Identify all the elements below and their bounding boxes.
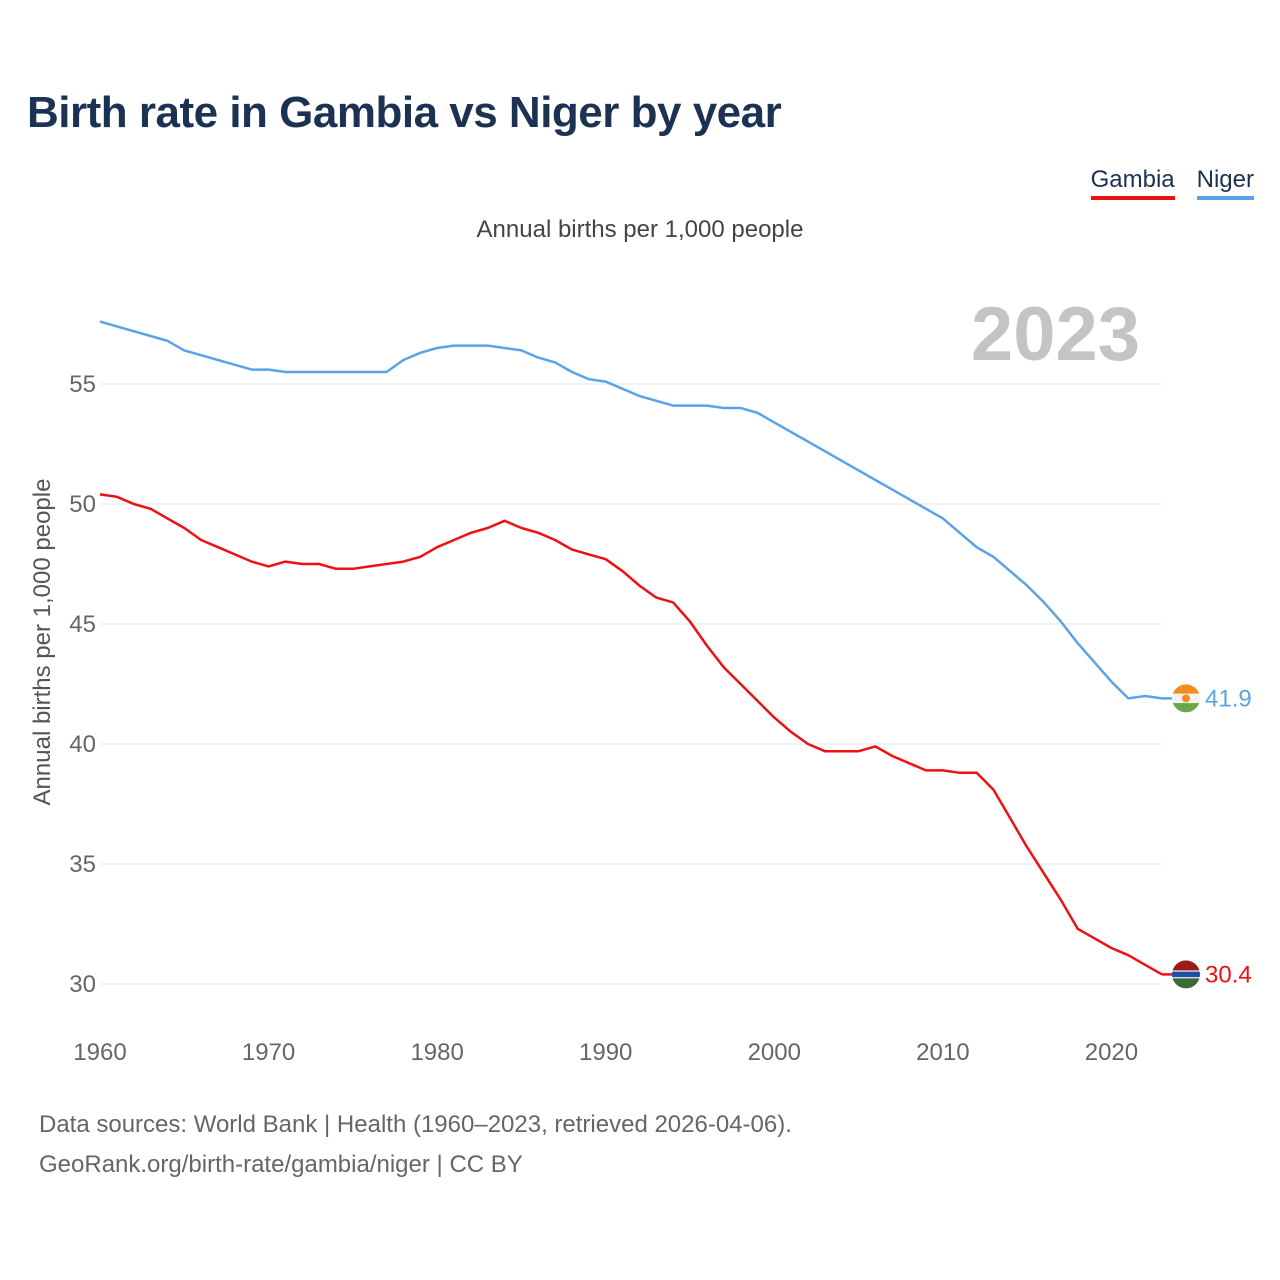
x-tick-label: 2020	[1085, 1039, 1138, 1066]
y-axis-label: Annual births per 1,000 people	[29, 479, 56, 806]
x-tick-label: 1990	[579, 1039, 632, 1066]
footer: Data sources: World Bank | Health (1960–…	[39, 1105, 792, 1185]
grid	[100, 383, 1162, 985]
chart-subtitle: Annual births per 1,000 people	[476, 216, 804, 243]
chart-title: Birth rate in Gambia vs Niger by year	[27, 88, 782, 137]
footer-source: Data sources: World Bank | Health (1960–…	[39, 1111, 792, 1138]
x-tick-label: 1980	[410, 1039, 463, 1066]
x-tick-label: 2010	[916, 1039, 969, 1066]
x-tick-label: 2000	[748, 1039, 801, 1066]
y-tick-label: 30	[69, 971, 96, 998]
legend-item-niger[interactable]: Niger	[1196, 166, 1254, 200]
end-value-label-niger: 41.9	[1205, 685, 1252, 712]
y-tick-label: 55	[69, 371, 96, 398]
y-tick-label: 45	[69, 611, 96, 638]
end-markers: 30.4 41.9	[1162, 684, 1252, 989]
end-value-label-gambia: 30.4	[1205, 961, 1252, 988]
year-watermark: 2023	[971, 292, 1140, 377]
x-axis-ticks: 1960 1970 1980 1990 2000 2010 2020	[73, 1039, 1138, 1066]
x-tick-label: 1960	[73, 1039, 126, 1066]
niger-flag-icon	[1172, 684, 1200, 713]
legend-item-gambia[interactable]: Gambia	[1090, 166, 1175, 200]
series-line-gambia[interactable]	[99, 493, 1163, 976]
footer-link[interactable]: GeoRank.org/birth-rate/gambia/niger | CC…	[39, 1151, 523, 1178]
series-line-niger[interactable]	[99, 320, 1163, 700]
y-axis-ticks: 30 35 40 45 50 55	[69, 371, 96, 998]
legend: Gambia Niger	[1090, 166, 1254, 200]
series	[99, 320, 1163, 976]
x-tick-label: 1970	[242, 1039, 295, 1066]
y-tick-label: 50	[69, 491, 96, 518]
y-tick-label: 40	[69, 731, 96, 758]
gambia-flag-icon	[1172, 960, 1200, 989]
y-tick-label: 35	[69, 851, 96, 878]
